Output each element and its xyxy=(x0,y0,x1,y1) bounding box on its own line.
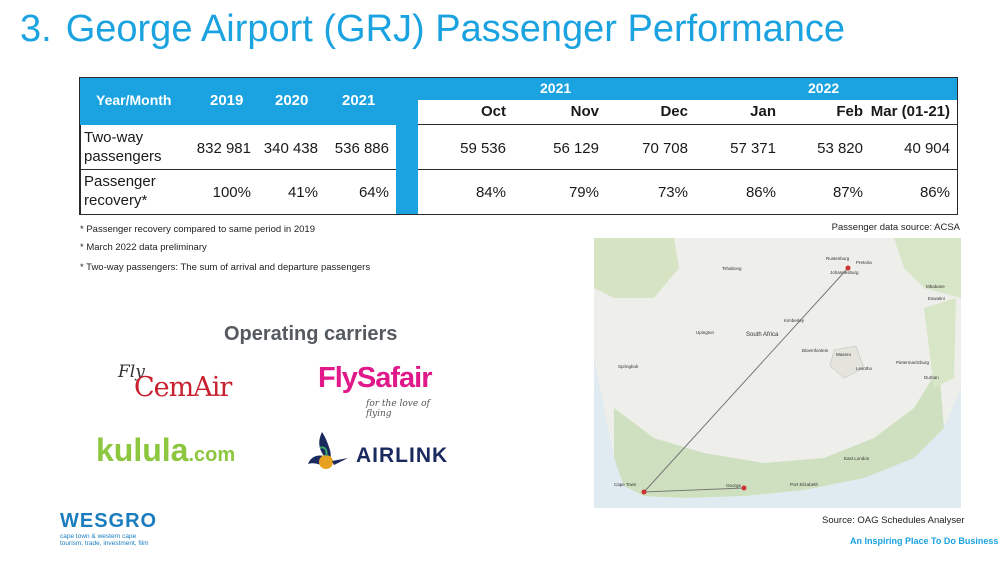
map-city-label: Kimberley xyxy=(784,318,805,323)
table-cell: 40 904 xyxy=(904,140,950,157)
footnote: * March 2022 data preliminary xyxy=(80,242,207,253)
map-city-label: East London xyxy=(844,456,870,461)
col-month-nov: Nov xyxy=(570,103,599,120)
table-header-left xyxy=(80,78,396,125)
table-cell: 340 438 xyxy=(263,140,318,157)
table-cell: 100% xyxy=(212,184,251,201)
table-cell: 64% xyxy=(358,184,389,201)
row-divider-right xyxy=(418,169,957,170)
table-cell: 41% xyxy=(287,184,318,201)
footnote: * Passenger recovery compared to same pe… xyxy=(80,224,315,235)
map-city-label: Pietermaritzburg xyxy=(896,360,930,365)
row-label-line1: Passenger xyxy=(84,173,156,190)
map-city-label: Port Elizabeth xyxy=(790,482,819,487)
group-2021: 2021 xyxy=(540,80,572,96)
page-title: 3. George Airport (GRJ) Passenger Perform… xyxy=(20,8,845,51)
table-cell: 87% xyxy=(832,184,863,201)
col-month-oct: Oct xyxy=(480,103,506,120)
cemair-logo: Fly CemAir xyxy=(118,362,258,408)
carriers-heading: Operating carriers xyxy=(224,323,398,345)
table-header-year-band xyxy=(418,78,957,100)
row-label-line2: passengers xyxy=(84,148,162,165)
table-cell: 79% xyxy=(568,184,599,201)
tagline: An Inspiring Place To Do Business xyxy=(850,536,999,546)
row-header-label: Year/Month xyxy=(96,92,172,108)
row-divider-left xyxy=(80,169,396,170)
table-spacer-column xyxy=(396,78,418,214)
map-city-label: Mbabane xyxy=(926,284,945,289)
table-header-months xyxy=(418,100,957,125)
map-city-label: Eswatini xyxy=(928,296,945,301)
table-cell: 86% xyxy=(919,184,950,201)
table-cell: 84% xyxy=(475,184,506,201)
map-city-label: Rustenburg xyxy=(826,256,850,261)
map-city-label: Durban xyxy=(924,375,939,380)
table-cell: 86% xyxy=(745,184,776,201)
map-city-label: Upington xyxy=(696,330,715,335)
footnote: * Two-way passengers: The sum of arrival… xyxy=(80,262,371,273)
wesgro-sub1: cape town & western cape xyxy=(60,533,137,540)
airlink-bird-icon xyxy=(308,432,348,469)
col-month-feb: Feb xyxy=(836,103,863,120)
south-africa-map xyxy=(594,238,961,508)
table-cell: 59 536 xyxy=(460,140,506,157)
map-city-label: Johannesburg xyxy=(830,270,859,275)
wesgro-wordmark: WESGRO xyxy=(60,510,158,532)
table-row-label: Two-way passengers xyxy=(84,128,162,166)
title-number: 3. xyxy=(20,8,52,50)
flysafair-text: FlySafair xyxy=(318,362,432,394)
col-divider xyxy=(80,125,81,214)
col-month-mar: Mar (01-21) xyxy=(870,103,950,120)
airlink-text: AIRLINK xyxy=(356,444,449,467)
map-city-label: Lesotho xyxy=(856,366,873,371)
airlink-logo: AIRLINK xyxy=(306,428,466,472)
flysafair-tagline: for the love of flying xyxy=(366,399,430,419)
col-month-jan: Jan xyxy=(750,103,776,120)
cemair-fly-text: Fly xyxy=(118,362,145,382)
kulula-text: kulula xyxy=(96,432,189,468)
data-source-note: Passenger data source: ACSA xyxy=(831,222,960,233)
col-year-2019: 2019 xyxy=(210,92,244,109)
col-year-2021: 2021 xyxy=(342,92,376,109)
col-year-2020: 2020 xyxy=(275,92,309,109)
wesgro-logo: WESGRO cape town & western cape tourism,… xyxy=(60,510,157,547)
kulula-logo: kulula.com xyxy=(96,432,235,469)
table-cell: 53 820 xyxy=(817,140,863,157)
wesgro-sub2: tourism, trade, investment, film xyxy=(60,540,149,547)
map-source-note: Source: OAG Schedules Analyser xyxy=(822,515,965,526)
table-row-label: Passenger recovery* xyxy=(84,172,156,210)
table-cell: 56 129 xyxy=(553,140,599,157)
map-city-label: George xyxy=(726,483,742,488)
group-2022: 2022 xyxy=(808,80,840,96)
title-text: George Airport (GRJ) Passenger Performan… xyxy=(65,8,846,50)
row-label-line1: Two-way xyxy=(84,129,144,146)
passenger-table: Year/Month 2019 2020 2021 2021 2022 Oct … xyxy=(79,77,958,215)
flysafair-logo: FlySafair for the love of flying xyxy=(318,362,458,419)
table-cell: 73% xyxy=(657,184,688,201)
col-month-dec: Dec xyxy=(660,103,688,120)
map-city-label: Tshabong xyxy=(722,266,742,271)
table-cell: 536 886 xyxy=(334,140,389,157)
route-map: South Africa Johannesburg Pretoria Ruste… xyxy=(594,238,961,508)
kulula-com-text: .com xyxy=(188,444,236,466)
map-city-label: Bloemfontein xyxy=(802,348,829,353)
table-cell: 832 981 xyxy=(196,140,251,157)
map-label-country: South Africa xyxy=(746,332,779,338)
table-cell: 70 708 xyxy=(642,140,688,157)
map-city-label: Pretoria xyxy=(856,260,872,265)
map-city-label: Springbok xyxy=(618,364,639,369)
row-label-line2: recovery* xyxy=(84,192,148,209)
map-city-label: Maseru xyxy=(836,352,852,357)
cemair-text: CemAir xyxy=(134,372,232,403)
table-cell: 57 371 xyxy=(730,140,776,157)
map-city-label: Cape Town xyxy=(614,482,637,487)
